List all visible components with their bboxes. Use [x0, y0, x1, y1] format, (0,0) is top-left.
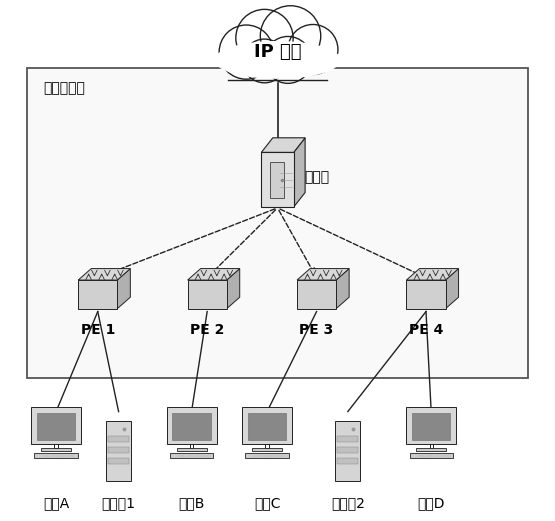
Ellipse shape — [260, 6, 321, 66]
Text: 主朼C: 主朼C — [254, 496, 280, 510]
Text: 服务器2: 服务器2 — [331, 496, 365, 510]
FancyBboxPatch shape — [410, 453, 453, 458]
FancyBboxPatch shape — [188, 280, 226, 308]
Ellipse shape — [236, 9, 293, 67]
FancyBboxPatch shape — [108, 457, 129, 464]
FancyBboxPatch shape — [37, 413, 75, 440]
FancyBboxPatch shape — [248, 413, 286, 440]
Text: 父设备: 父设备 — [305, 170, 330, 184]
FancyBboxPatch shape — [337, 436, 359, 442]
FancyBboxPatch shape — [270, 162, 284, 197]
Polygon shape — [226, 269, 240, 308]
Polygon shape — [446, 269, 458, 308]
Text: 主朼A: 主朼A — [43, 496, 69, 510]
FancyBboxPatch shape — [337, 457, 359, 464]
Text: 主朼D: 主朼D — [417, 496, 445, 510]
FancyBboxPatch shape — [242, 407, 292, 444]
FancyBboxPatch shape — [27, 68, 528, 378]
FancyBboxPatch shape — [416, 448, 446, 452]
FancyBboxPatch shape — [406, 407, 456, 444]
FancyBboxPatch shape — [335, 420, 360, 481]
Text: 服务器1: 服务器1 — [102, 496, 135, 510]
Polygon shape — [117, 269, 130, 308]
FancyBboxPatch shape — [337, 447, 359, 453]
FancyBboxPatch shape — [166, 407, 216, 444]
Text: PE 3: PE 3 — [300, 323, 334, 337]
FancyBboxPatch shape — [297, 280, 336, 308]
FancyBboxPatch shape — [34, 453, 78, 458]
Polygon shape — [336, 269, 349, 308]
FancyBboxPatch shape — [173, 413, 211, 440]
Polygon shape — [294, 138, 305, 207]
Text: PE 4: PE 4 — [409, 323, 443, 337]
FancyBboxPatch shape — [176, 448, 206, 452]
Polygon shape — [78, 269, 130, 280]
FancyBboxPatch shape — [108, 447, 129, 453]
FancyBboxPatch shape — [170, 453, 213, 458]
Text: IP 网络: IP 网络 — [254, 43, 301, 61]
Polygon shape — [188, 269, 240, 280]
FancyBboxPatch shape — [31, 407, 81, 444]
Text: 接入层设备: 接入层设备 — [43, 81, 85, 95]
FancyBboxPatch shape — [261, 152, 294, 207]
Polygon shape — [406, 269, 458, 280]
Ellipse shape — [265, 36, 311, 83]
Ellipse shape — [243, 39, 286, 83]
Ellipse shape — [288, 24, 338, 75]
FancyBboxPatch shape — [41, 448, 71, 452]
Polygon shape — [297, 269, 349, 280]
Text: PE 2: PE 2 — [190, 323, 224, 337]
FancyBboxPatch shape — [108, 436, 129, 442]
Text: 主朼B: 主朼B — [178, 496, 205, 510]
FancyBboxPatch shape — [245, 453, 289, 458]
Text: PE 1: PE 1 — [80, 323, 115, 337]
Polygon shape — [261, 138, 305, 152]
Ellipse shape — [219, 25, 273, 79]
FancyBboxPatch shape — [78, 280, 117, 308]
FancyBboxPatch shape — [252, 448, 282, 452]
Ellipse shape — [215, 42, 340, 78]
FancyBboxPatch shape — [412, 413, 450, 440]
FancyBboxPatch shape — [106, 420, 131, 481]
FancyBboxPatch shape — [406, 280, 446, 308]
